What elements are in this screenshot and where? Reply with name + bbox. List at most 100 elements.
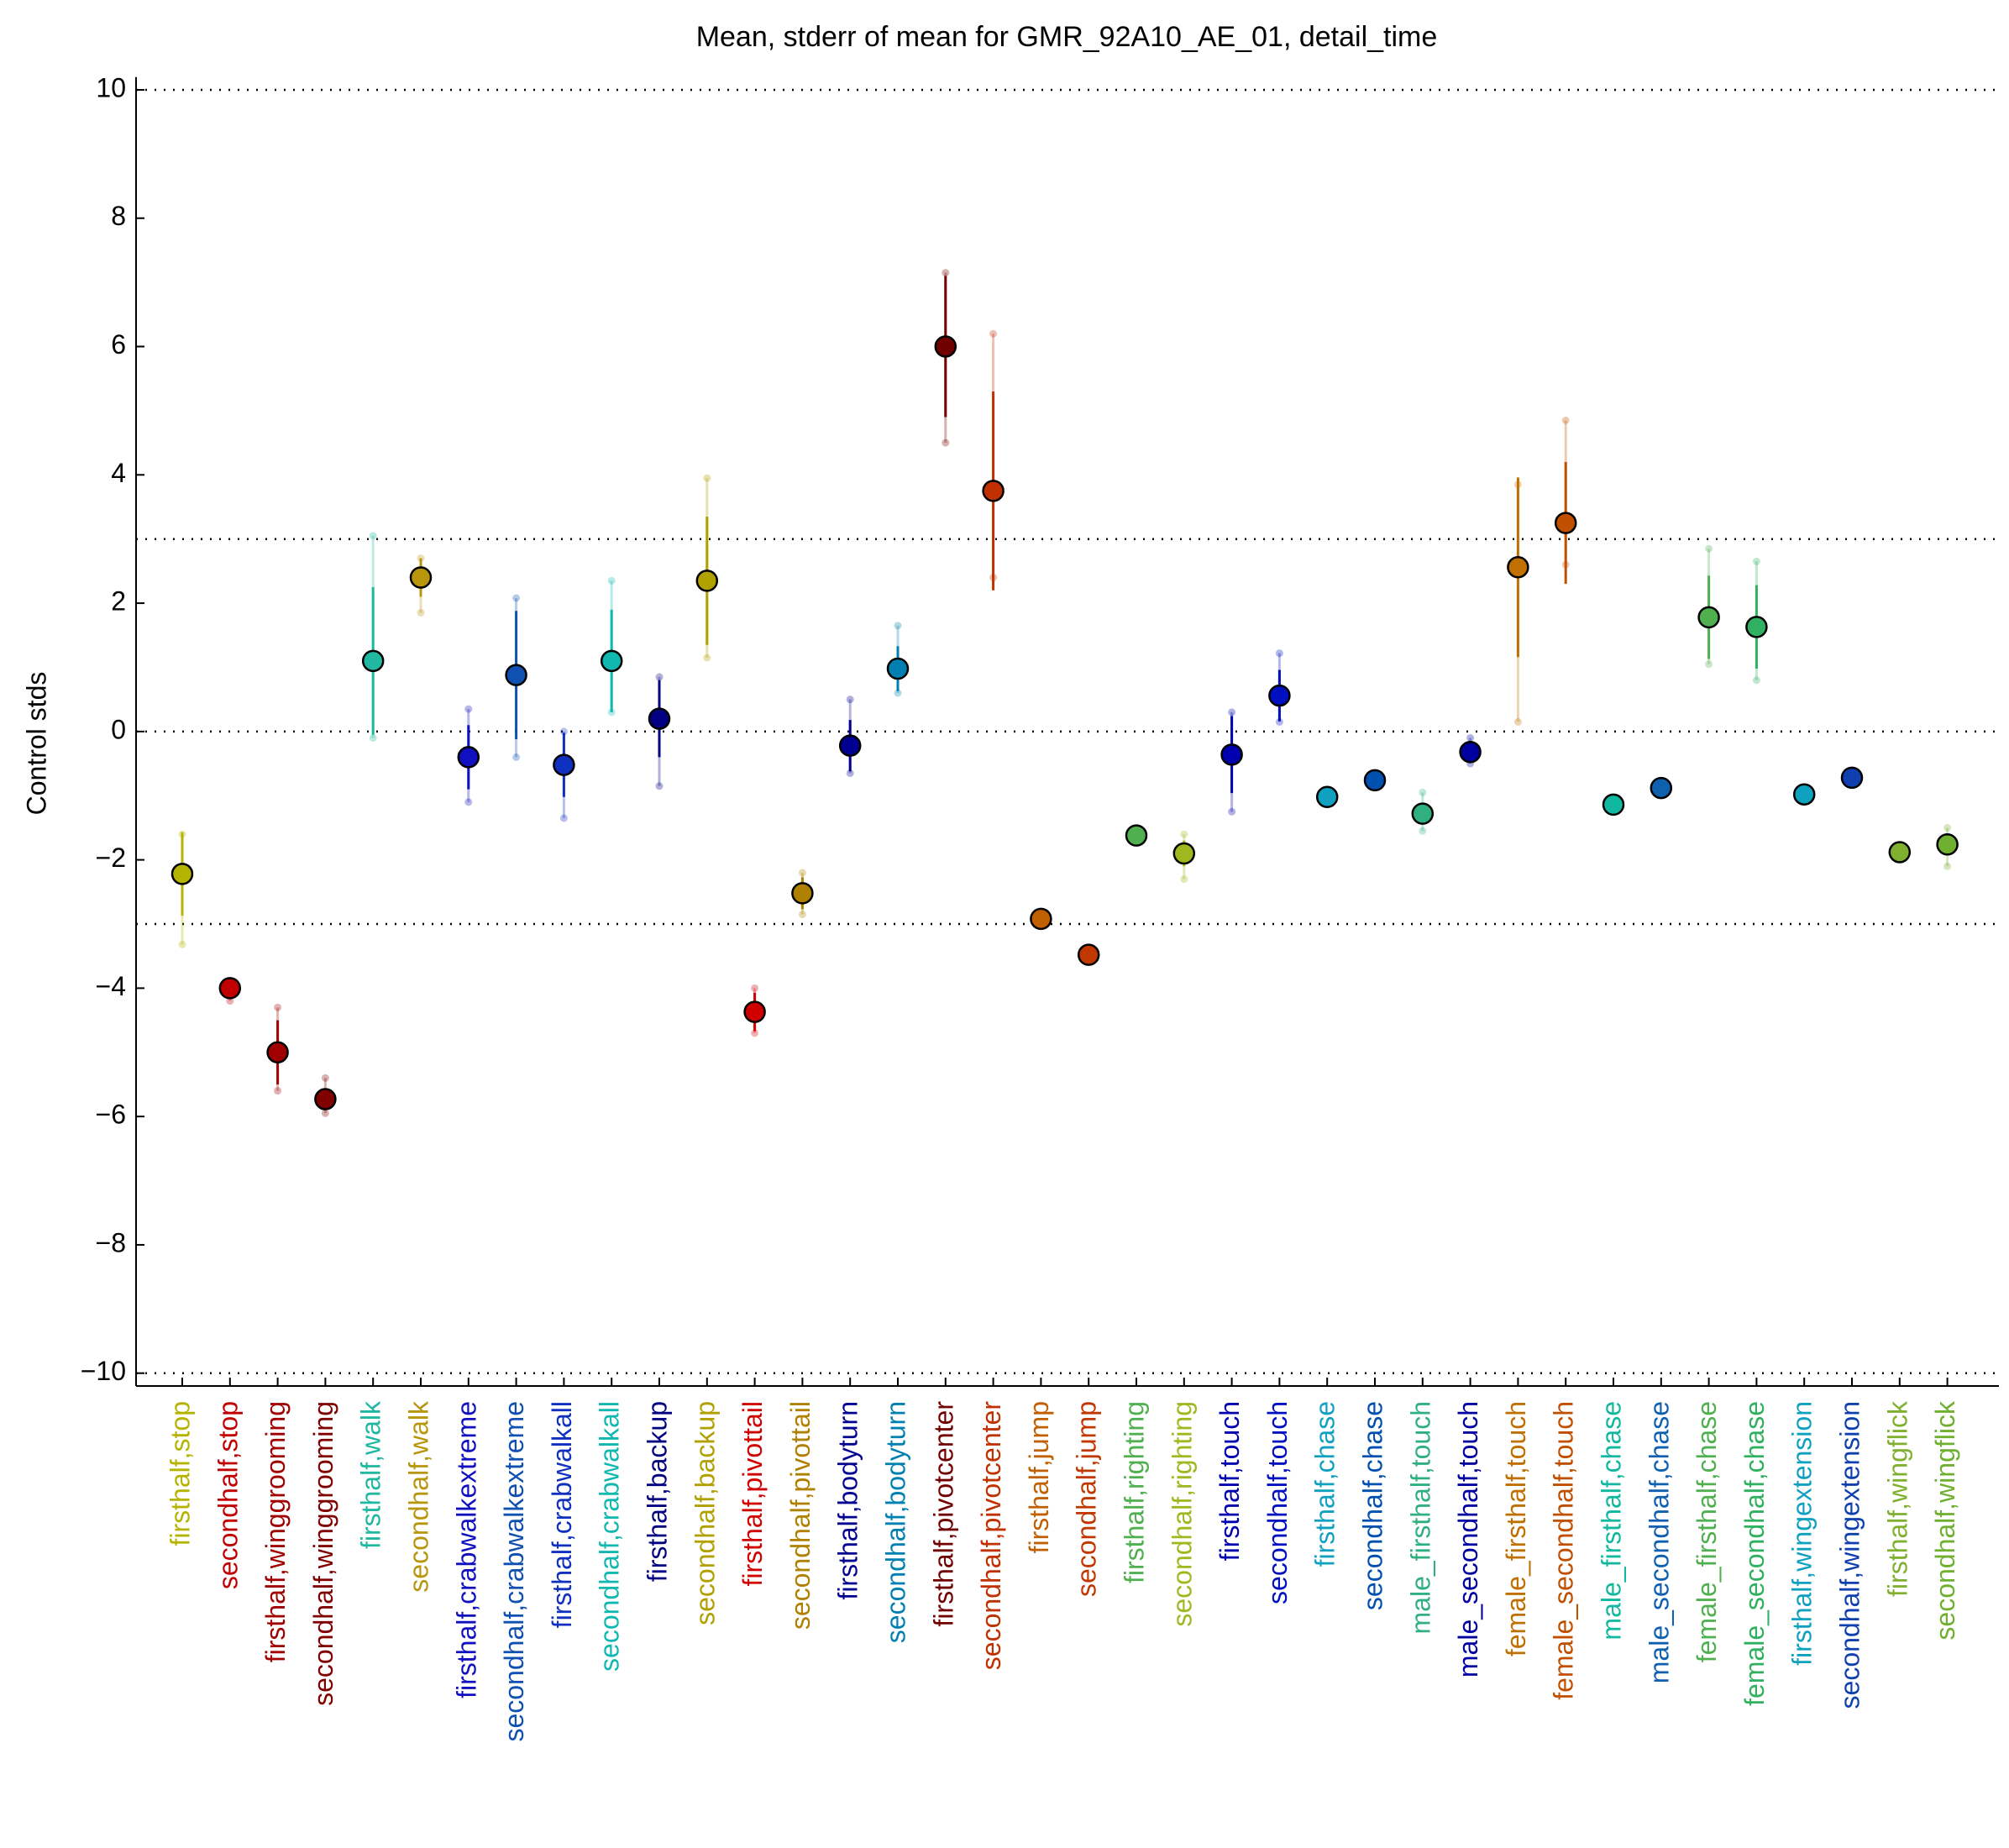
y-tick-label: −8 bbox=[96, 1227, 126, 1257]
x-tick-label: firsthalf,pivottail bbox=[737, 1401, 768, 1587]
x-tick-label: secondhalf,walk bbox=[403, 1400, 433, 1593]
x-tick-label: secondhalf,righting bbox=[1167, 1401, 1197, 1627]
range-high-dot bbox=[1419, 788, 1427, 796]
range-low-dot bbox=[1705, 660, 1713, 669]
mean-marker bbox=[1077, 943, 1100, 966]
range-low-dot bbox=[1752, 676, 1760, 685]
range-low-dot bbox=[369, 733, 377, 742]
x-tick-label: secondhalf,pivottail bbox=[785, 1401, 816, 1630]
range-low-dot bbox=[274, 1087, 282, 1095]
x-tick-label: firsthalf,touch bbox=[1214, 1401, 1245, 1561]
x-tick-label: firsthalf,walk bbox=[356, 1400, 386, 1549]
mean-marker bbox=[1268, 684, 1291, 707]
mean-marker bbox=[457, 746, 480, 769]
x-tick-label: firsthalf,righting bbox=[1119, 1401, 1149, 1583]
y-tick-label: 6 bbox=[111, 329, 126, 360]
range-low-dot bbox=[559, 814, 568, 822]
range-low-dot bbox=[942, 438, 950, 447]
mean-marker bbox=[1888, 841, 1912, 864]
range-high-dot bbox=[1705, 544, 1713, 553]
mean-marker bbox=[1125, 824, 1148, 847]
x-tick-label: secondhalf,pivotcenter bbox=[976, 1401, 1006, 1671]
mean-marker bbox=[648, 707, 671, 730]
mean-marker bbox=[218, 977, 242, 1000]
mean-marker bbox=[886, 657, 910, 680]
x-tick-label: secondhalf,bodyturn bbox=[880, 1401, 910, 1643]
mean-marker bbox=[170, 863, 194, 885]
range-high-dot bbox=[846, 696, 854, 704]
range-high-dot bbox=[607, 576, 616, 585]
mean-marker bbox=[743, 1000, 766, 1023]
range-high-dot bbox=[894, 622, 902, 630]
mean-marker bbox=[695, 570, 719, 592]
mean-marker bbox=[1602, 793, 1625, 816]
y-tick-label: 0 bbox=[111, 714, 126, 744]
x-tick-label: secondhalf,chase bbox=[1357, 1401, 1387, 1610]
y-tick-label: 10 bbox=[96, 72, 126, 102]
mean-marker bbox=[600, 649, 623, 673]
range-high-dot bbox=[1561, 416, 1570, 424]
range-high-dot bbox=[1275, 649, 1283, 658]
mean-marker bbox=[838, 734, 862, 757]
mean-marker bbox=[1840, 766, 1864, 790]
mean-marker bbox=[1507, 556, 1529, 579]
mean-marker bbox=[982, 480, 1004, 502]
mean-marker bbox=[1792, 783, 1816, 806]
range-low-dot bbox=[1180, 875, 1188, 884]
y-tick-label: −2 bbox=[96, 843, 126, 873]
mean-marker bbox=[1650, 776, 1673, 800]
range-low-dot bbox=[894, 689, 902, 697]
y-tick-label: −6 bbox=[96, 1100, 126, 1130]
range-high-dot bbox=[321, 1074, 329, 1082]
mean-marker bbox=[934, 335, 957, 358]
x-tick-label: firsthalf,winggrooming bbox=[260, 1401, 291, 1662]
y-tick-label: 8 bbox=[111, 201, 126, 231]
x-tick-label: firsthalf,pivotcenter bbox=[928, 1401, 958, 1627]
range-low-dot bbox=[798, 911, 806, 919]
x-tick-label: firsthalf,crabwalkextreme bbox=[451, 1401, 481, 1698]
mean-marker bbox=[553, 753, 575, 776]
x-tick-label: secondhalf,wingextension bbox=[1834, 1401, 1865, 1709]
x-tick-label: firsthalf,bodyturn bbox=[833, 1401, 863, 1600]
range-high-dot bbox=[1228, 708, 1236, 717]
x-tick-label: secondhalf,winggrooming bbox=[308, 1401, 338, 1706]
range-low-dot bbox=[512, 753, 521, 761]
x-tick-label: firsthalf,crabwalkall bbox=[547, 1401, 577, 1628]
range-low-dot bbox=[321, 1109, 329, 1117]
range-high-dot bbox=[989, 329, 998, 338]
range-high-dot bbox=[655, 673, 664, 681]
range-low-dot bbox=[417, 609, 425, 617]
x-tick-label: male_firsthalf,touch bbox=[1405, 1401, 1435, 1634]
x-tick-label: secondhalf,jump bbox=[1072, 1401, 1102, 1597]
x-tick-label: secondhalf,wingflick bbox=[1930, 1400, 1960, 1641]
y-tick-label: −4 bbox=[96, 971, 126, 1001]
mean-marker bbox=[1745, 616, 1768, 638]
x-tick-label: female_secondhalf,chase bbox=[1739, 1401, 1770, 1706]
y-tick-label: 4 bbox=[111, 458, 126, 488]
range-high-dot bbox=[1943, 823, 1952, 832]
x-tick-label: firsthalf,wingflick bbox=[1882, 1400, 1912, 1597]
range-low-dot bbox=[655, 782, 664, 790]
x-tick-label: firsthalf,wingextension bbox=[1787, 1401, 1818, 1666]
mean-marker bbox=[1459, 741, 1482, 764]
mean-marker bbox=[314, 1088, 337, 1110]
mean-marker bbox=[1030, 907, 1052, 931]
range-high-dot bbox=[751, 984, 759, 992]
mean-marker bbox=[1411, 802, 1435, 825]
range-high-dot bbox=[1180, 830, 1188, 838]
x-tick-label: female_secondhalf,touch bbox=[1549, 1401, 1579, 1700]
x-tick-label: secondhalf,crabwalkextreme bbox=[499, 1401, 529, 1742]
x-tick-label: firsthalf,stop bbox=[165, 1401, 195, 1546]
x-tick-label: firsthalf,backup bbox=[642, 1401, 672, 1582]
range-high-dot bbox=[1466, 733, 1475, 742]
range-low-dot bbox=[1943, 862, 1952, 870]
range-high-dot bbox=[942, 269, 950, 277]
x-tick-label: male_secondhalf,touch bbox=[1453, 1401, 1483, 1677]
range-low-dot bbox=[1228, 807, 1236, 816]
range-high-dot bbox=[274, 1003, 282, 1011]
mean-marker bbox=[266, 1041, 289, 1064]
range-low-dot bbox=[178, 940, 186, 948]
mean-marker bbox=[1220, 743, 1243, 766]
mean-marker bbox=[1363, 769, 1387, 792]
